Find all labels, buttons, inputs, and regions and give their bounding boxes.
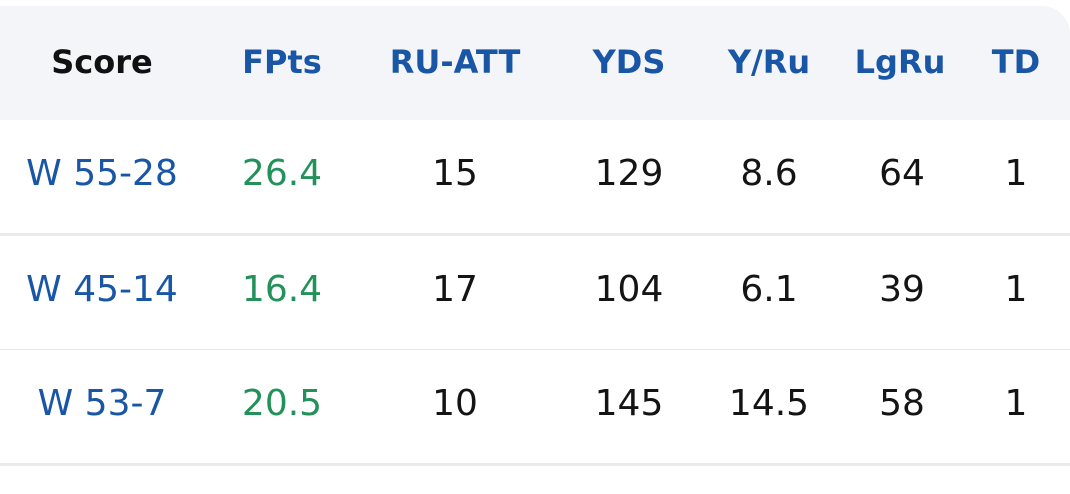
table-row: W 53-7 20.5 10 145 14.5 58 1 bbox=[0, 350, 1070, 466]
table-row: W 55-28 26.4 15 129 8.6 64 1 bbox=[0, 120, 1070, 236]
y-ru-value: 8.6 bbox=[740, 153, 798, 194]
table-row: W 45-14 16.4 17 104 6.1 39 1 bbox=[0, 236, 1070, 352]
fpts-value: 20.5 bbox=[241, 383, 323, 424]
lgru-value: 58 bbox=[879, 383, 925, 424]
column-header-ru-att[interactable]: RU-ATT bbox=[389, 43, 521, 81]
column-header-fpts[interactable]: FPts bbox=[242, 43, 322, 81]
yds-value: 145 bbox=[594, 383, 664, 424]
y-ru-value: 14.5 bbox=[728, 383, 810, 424]
score-link[interactable]: W 55-28 bbox=[26, 153, 178, 194]
lgru-value: 64 bbox=[879, 153, 925, 194]
stats-table: Score FPts RU-ATT YDS Y/Ru LgRu TD W 55-… bbox=[0, 6, 1070, 494]
td-value: 1 bbox=[1004, 153, 1028, 194]
table-header: Score FPts RU-ATT YDS Y/Ru LgRu TD bbox=[0, 6, 1070, 120]
fpts-value: 16.4 bbox=[241, 269, 323, 310]
column-header-score[interactable]: Score bbox=[51, 43, 153, 81]
score-link[interactable]: W 45-14 bbox=[26, 269, 178, 310]
ru-att-value: 15 bbox=[432, 153, 478, 194]
td-value: 1 bbox=[1004, 383, 1028, 424]
column-header-td[interactable]: TD bbox=[991, 43, 1041, 81]
column-header-y-ru[interactable]: Y/Ru bbox=[727, 43, 811, 81]
td-value: 1 bbox=[1004, 269, 1028, 310]
fpts-value: 26.4 bbox=[241, 153, 323, 194]
yds-value: 104 bbox=[594, 269, 664, 310]
yds-value: 129 bbox=[594, 153, 664, 194]
column-header-yds[interactable]: YDS bbox=[592, 43, 666, 81]
ru-att-value: 10 bbox=[432, 383, 478, 424]
column-header-lgru[interactable]: LgRu bbox=[854, 43, 946, 81]
lgru-value: 39 bbox=[879, 269, 925, 310]
score-link[interactable]: W 53-7 bbox=[37, 383, 167, 424]
y-ru-value: 6.1 bbox=[740, 269, 798, 310]
ru-att-value: 17 bbox=[432, 269, 478, 310]
